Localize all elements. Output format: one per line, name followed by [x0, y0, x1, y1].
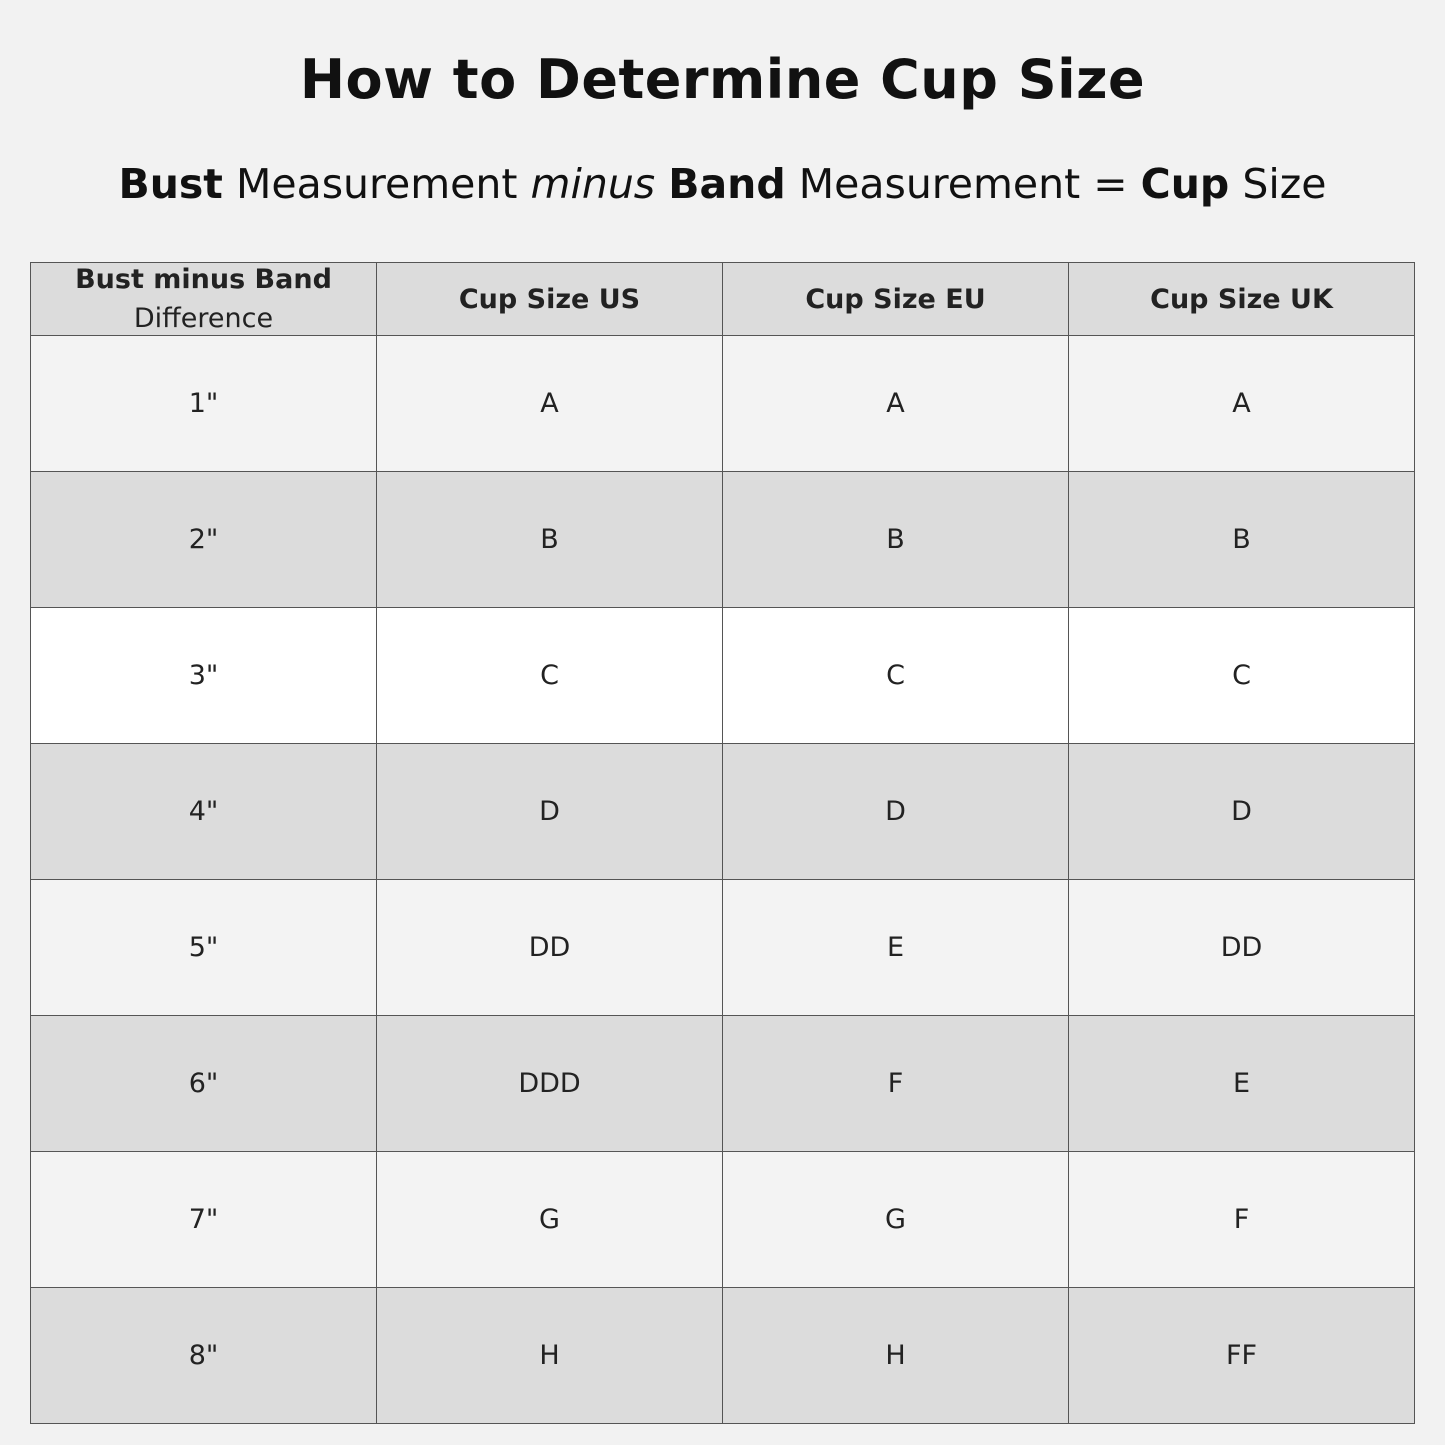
cell-uk: D	[1068, 743, 1415, 880]
cup-size-table: Bust minus Band Difference Cup Size US C…	[30, 262, 1415, 1424]
cell-us: A	[376, 335, 723, 472]
cell-difference: 3"	[30, 607, 377, 744]
header-difference: Bust minus Band Difference	[30, 262, 377, 336]
cell-us: H	[376, 1287, 723, 1424]
header-difference-sub: Difference	[133, 303, 274, 334]
cell-us: D	[376, 743, 723, 880]
cell-difference: 7"	[30, 1151, 377, 1288]
cell-eu: G	[722, 1151, 1069, 1288]
table-row: 2" B B B	[30, 471, 1415, 608]
cell-us: G	[376, 1151, 723, 1288]
formula-measurement-equals: Measurement =	[798, 160, 1128, 208]
page-title: How to Determine Cup Size	[299, 48, 1146, 111]
cell-us: B	[376, 471, 723, 608]
cell-uk: DD	[1068, 879, 1415, 1016]
header-difference-main: Bust minus Band	[75, 264, 332, 295]
cell-difference: 4"	[30, 743, 377, 880]
cell-eu: E	[722, 879, 1069, 1016]
formula-size: Size	[1242, 160, 1327, 208]
table-header-row: Bust minus Band Difference Cup Size US C…	[30, 262, 1415, 336]
table-row: 6" DDD F E	[30, 1015, 1415, 1152]
cell-uk: B	[1068, 471, 1415, 608]
table-row: 8" H H FF	[30, 1287, 1415, 1424]
cell-eu: D	[722, 743, 1069, 880]
header-eu: Cup Size EU	[722, 262, 1069, 336]
header-uk: Cup Size UK	[1068, 262, 1415, 336]
cell-uk: A	[1068, 335, 1415, 472]
cell-difference: 8"	[30, 1287, 377, 1424]
formula-measurement: Measurement	[235, 160, 518, 208]
table-row: 3" C C C	[30, 607, 1415, 744]
formula-band: Band	[668, 160, 786, 208]
table-row: 4" D D D	[30, 743, 1415, 880]
formula-minus: minus	[530, 160, 656, 208]
cell-eu: B	[722, 471, 1069, 608]
formula-bust: Bust	[118, 160, 223, 208]
cell-eu: A	[722, 335, 1069, 472]
cell-difference: 2"	[30, 471, 377, 608]
cell-uk: C	[1068, 607, 1415, 744]
cell-difference: 6"	[30, 1015, 377, 1152]
formula: Bust Measurement minus Band Measurement …	[0, 160, 1445, 208]
cell-uk: E	[1068, 1015, 1415, 1152]
cell-us: DDD	[376, 1015, 723, 1152]
table-row: 1" A A A	[30, 335, 1415, 472]
cell-difference: 1"	[30, 335, 377, 472]
cell-difference: 5"	[30, 879, 377, 1016]
cell-uk: FF	[1068, 1287, 1415, 1424]
formula-cup: Cup	[1140, 160, 1230, 208]
cell-eu: F	[722, 1015, 1069, 1152]
cell-eu: H	[722, 1287, 1069, 1424]
cell-uk: F	[1068, 1151, 1415, 1288]
table-row: 5" DD E DD	[30, 879, 1415, 1016]
table-row: 7" G G F	[30, 1151, 1415, 1288]
header-us: Cup Size US	[376, 262, 723, 336]
cell-us: DD	[376, 879, 723, 1016]
cell-us: C	[376, 607, 723, 744]
cell-eu: C	[722, 607, 1069, 744]
